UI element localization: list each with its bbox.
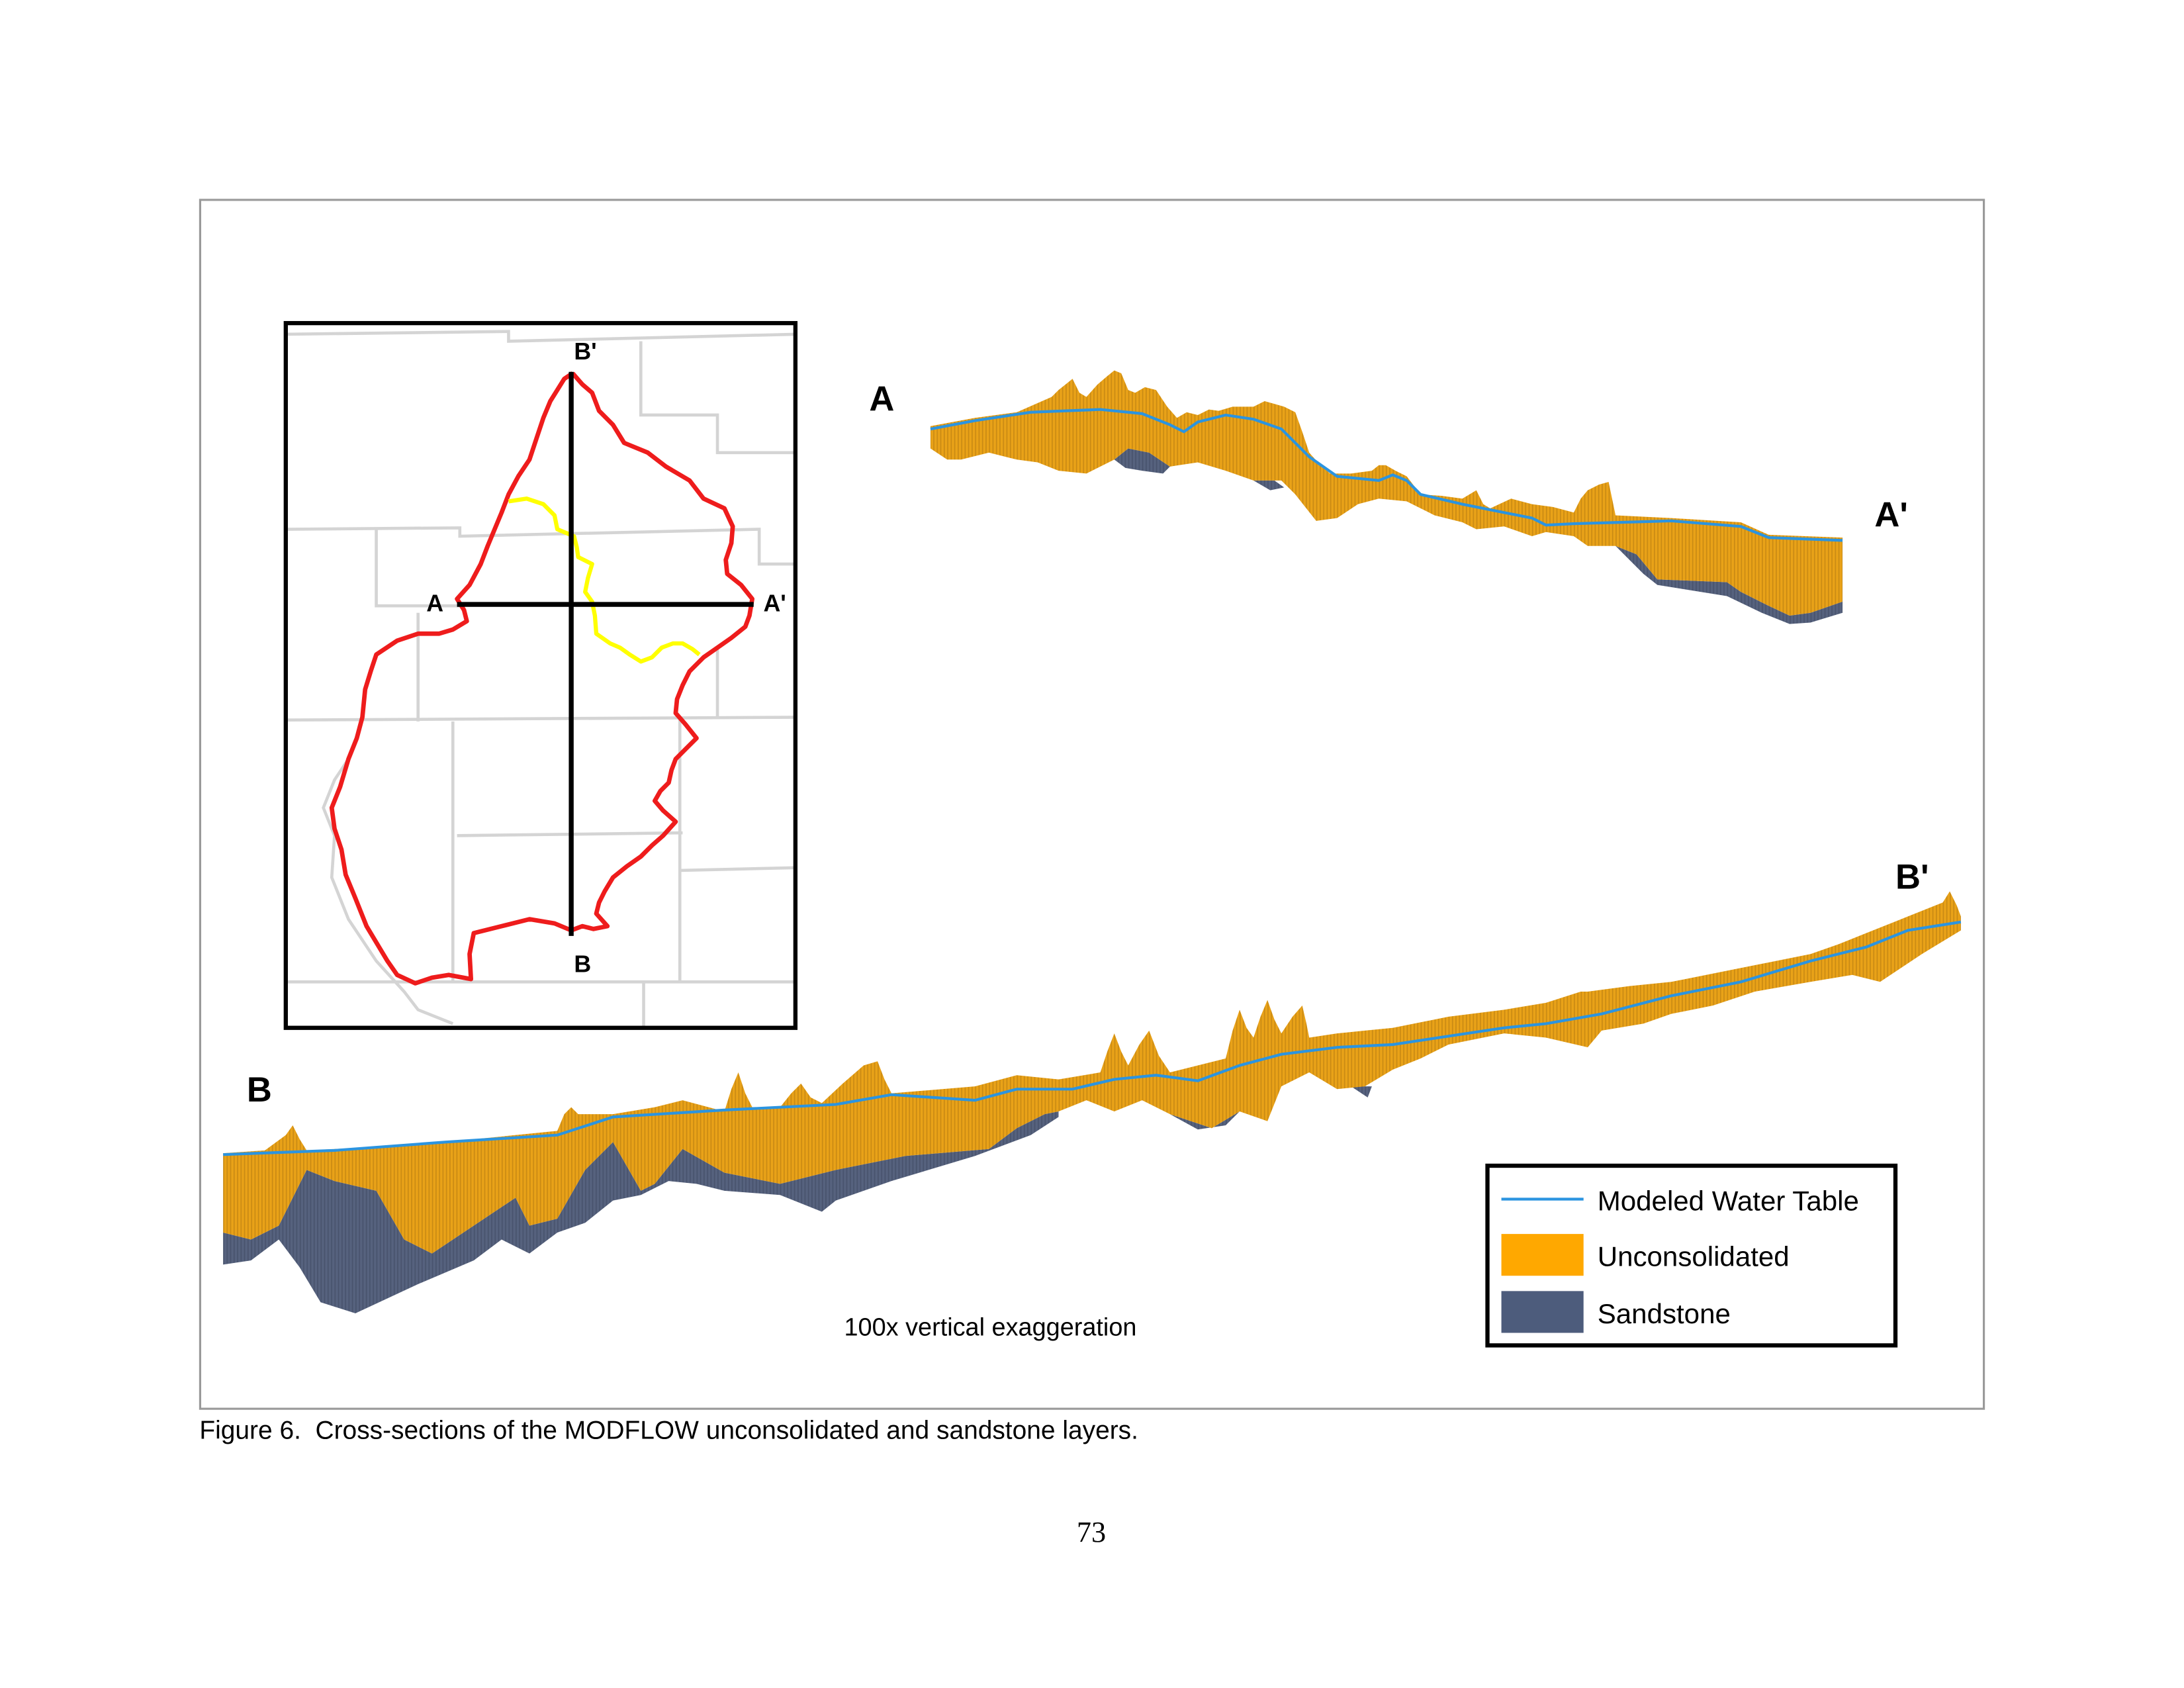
map-label-b-prime: B' — [574, 338, 596, 365]
vertical-exaggeration-note: 100x vertical exaggeration — [844, 1314, 1136, 1342]
water-table-line — [930, 408, 1843, 542]
figure-caption: Figure 6. Cross-sections of the MODFLOW … — [199, 1416, 1138, 1444]
legend-label-sandstone: Sandstone — [1598, 1298, 1731, 1329]
unconsolidated-layer — [223, 891, 1961, 1254]
unconsolidated-layer — [930, 370, 1843, 616]
watershed-boundary — [329, 371, 754, 986]
cross-section-a: A A' — [869, 370, 1908, 624]
inset-map: B' A A' B — [283, 320, 798, 1030]
map-label-a: A — [426, 590, 443, 617]
sub-basin-boundary — [508, 496, 701, 664]
sandstone-layer — [1114, 448, 1843, 624]
legend-unconsolidated-swatch — [1501, 1234, 1584, 1276]
cross-section-b: B B' — [223, 857, 1962, 1314]
section-label-b: B — [247, 1070, 272, 1109]
inset-map-frame — [283, 320, 798, 1030]
sandstone-layer — [223, 1086, 1372, 1314]
legend-label-water-table: Modeled Water Table — [1598, 1185, 1859, 1216]
legend-label-unconsolidated: Unconsolidated — [1598, 1241, 1790, 1272]
water-table-line — [223, 920, 1962, 1156]
legend-sandstone-swatch — [1501, 1291, 1584, 1333]
page-number: 73 — [1077, 1516, 1106, 1548]
legend: Modeled Water Table Unconsolidated Sands… — [1485, 1163, 1898, 1348]
map-label-a-prime: A' — [763, 590, 786, 617]
section-label-b-prime: B' — [1895, 857, 1929, 896]
county-boundaries — [285, 330, 796, 1028]
section-label-a: A — [869, 380, 894, 419]
section-label-a-prime: A' — [1874, 495, 1907, 534]
map-label-b: B — [574, 951, 591, 978]
